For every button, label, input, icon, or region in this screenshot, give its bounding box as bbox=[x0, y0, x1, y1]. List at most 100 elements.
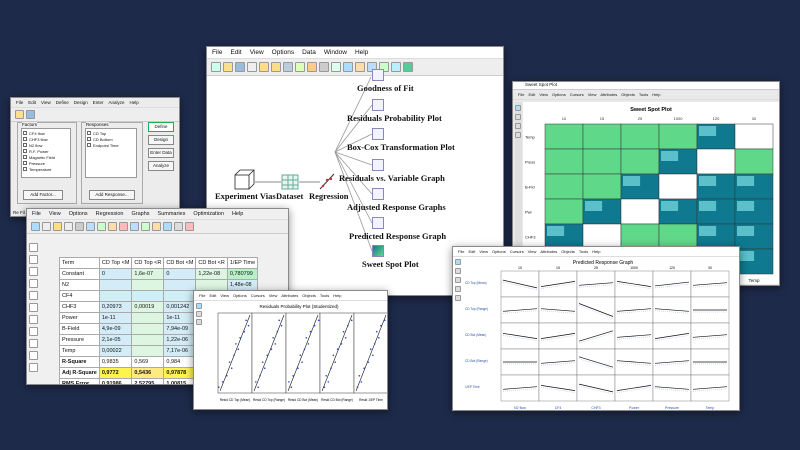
chart-icon[interactable] bbox=[307, 62, 317, 72]
graph-icon[interactable] bbox=[355, 62, 365, 72]
report-icon[interactable] bbox=[372, 245, 384, 257]
menu-view2[interactable]: View bbox=[527, 249, 537, 254]
plot-icon[interactable] bbox=[343, 62, 353, 72]
menu-regression[interactable]: Regression bbox=[95, 211, 124, 217]
graph3-icon[interactable] bbox=[152, 222, 161, 231]
menu-options[interactable]: Options bbox=[271, 49, 295, 56]
table-icon[interactable] bbox=[86, 222, 95, 231]
tool-icon[interactable] bbox=[29, 339, 38, 348]
menu-view[interactable]: View bbox=[41, 100, 51, 105]
menu-view2[interactable]: View bbox=[587, 92, 597, 97]
graph4-icon[interactable] bbox=[391, 62, 401, 72]
menu-edit[interactable]: Edit bbox=[230, 49, 242, 56]
menu-options[interactable]: Options bbox=[68, 211, 88, 217]
cursor-icon[interactable] bbox=[515, 105, 521, 111]
table-cell[interactable] bbox=[163, 290, 197, 302]
list-item[interactable]: CD Bottom bbox=[87, 136, 135, 142]
menu-options[interactable]: Options bbox=[232, 293, 247, 298]
column-header[interactable]: CD Bot <M bbox=[163, 257, 197, 269]
table-cell[interactable]: 0 bbox=[163, 268, 197, 280]
menu-enter[interactable]: Enter bbox=[92, 100, 104, 105]
menu-file[interactable]: File bbox=[199, 293, 206, 298]
table-cell[interactable] bbox=[98, 279, 133, 291]
menu-tools[interactable]: Tools bbox=[319, 293, 330, 298]
table-cell[interactable]: 1,22e-08 bbox=[195, 268, 228, 280]
table-cell[interactable] bbox=[131, 323, 165, 335]
menu-tools[interactable]: Tools bbox=[638, 92, 649, 97]
folder-icon[interactable] bbox=[53, 222, 62, 231]
graph5-icon[interactable] bbox=[403, 62, 413, 72]
table-cell[interactable]: 0,20973 bbox=[98, 301, 133, 313]
pan-icon[interactable] bbox=[455, 286, 461, 292]
table-cell[interactable] bbox=[131, 312, 165, 324]
report-icon[interactable] bbox=[372, 128, 384, 140]
list-item[interactable]: Temperature bbox=[23, 166, 69, 172]
report-icon[interactable] bbox=[372, 99, 384, 111]
graph4-icon[interactable] bbox=[163, 222, 172, 231]
table-icon[interactable] bbox=[295, 62, 305, 72]
cube-icon[interactable] bbox=[234, 169, 255, 190]
menu-attributes[interactable]: Attributes bbox=[540, 249, 558, 254]
table-cell[interactable] bbox=[131, 290, 165, 302]
column-header[interactable]: CD Bot <R bbox=[195, 257, 228, 269]
define-button[interactable]: Define bbox=[148, 122, 174, 132]
table-row[interactable]: N2 1,48e-08 bbox=[59, 279, 259, 291]
checkbox-icon[interactable] bbox=[23, 155, 27, 159]
table-cell[interactable] bbox=[131, 345, 165, 357]
menu-cursors[interactable]: Cursors bbox=[509, 249, 524, 254]
menu-help[interactable]: Help bbox=[231, 211, 244, 217]
list-item[interactable]: Magnetic Field bbox=[23, 154, 69, 160]
table-cell[interactable]: 0,00022 bbox=[98, 345, 133, 357]
cursor-icon[interactable] bbox=[196, 303, 202, 309]
menu-view2[interactable]: View bbox=[268, 293, 278, 298]
table-cell[interactable]: 1,00815 bbox=[163, 378, 197, 384]
grid-icon[interactable] bbox=[196, 319, 202, 325]
table-cell[interactable]: 2,52795 bbox=[131, 378, 165, 384]
menu-options[interactable]: Options bbox=[491, 249, 506, 254]
print-icon[interactable] bbox=[247, 62, 257, 72]
table-cell[interactable]: 4,9e-09 bbox=[98, 323, 133, 335]
table-cell[interactable]: 1,22e-06 bbox=[163, 334, 197, 346]
menu-objects[interactable]: Objects bbox=[561, 249, 575, 254]
column-header[interactable]: Term bbox=[59, 257, 100, 269]
grid-icon[interactable] bbox=[515, 123, 521, 129]
checkbox-icon[interactable] bbox=[23, 131, 27, 135]
table-cell[interactable]: 0,9772 bbox=[98, 367, 133, 379]
table-cell[interactable] bbox=[163, 279, 197, 291]
menu-edit[interactable]: Edit bbox=[28, 100, 37, 105]
print-icon[interactable] bbox=[42, 222, 51, 231]
table-cell[interactable]: 0,780799 bbox=[226, 268, 259, 280]
folder-icon[interactable] bbox=[259, 62, 269, 72]
menu-summaries[interactable]: Summaries bbox=[157, 211, 186, 217]
zoom-icon[interactable] bbox=[515, 114, 521, 120]
table-cell[interactable] bbox=[131, 279, 165, 291]
menu-design[interactable]: Design bbox=[73, 100, 88, 105]
grid-icon[interactable] bbox=[331, 62, 341, 72]
responses-list[interactable]: CD Top CD Bottom Endpoint Time bbox=[85, 128, 137, 178]
design-button[interactable]: Design bbox=[148, 135, 174, 145]
menu-window[interactable]: Window bbox=[323, 49, 347, 56]
save-icon[interactable] bbox=[235, 62, 245, 72]
graph6-icon[interactable] bbox=[185, 222, 194, 231]
menu-help[interactable]: Help bbox=[652, 92, 661, 97]
graph-icon[interactable] bbox=[130, 222, 139, 231]
menu-cursors[interactable]: Cursors bbox=[569, 92, 584, 97]
table-cell[interactable] bbox=[98, 290, 133, 302]
column-header[interactable]: 1/EP Time bbox=[226, 257, 259, 269]
menu-help[interactable]: Help bbox=[129, 100, 139, 105]
menu-objects[interactable]: Objects bbox=[302, 293, 316, 298]
enter-data-button[interactable]: Enter Data bbox=[148, 148, 174, 158]
copy-icon[interactable] bbox=[64, 222, 73, 231]
gear-icon[interactable] bbox=[75, 222, 84, 231]
table-cell[interactable] bbox=[131, 334, 165, 346]
menu-edit[interactable]: Edit bbox=[528, 92, 536, 97]
menu-objects[interactable]: Objects bbox=[621, 92, 635, 97]
table-cell[interactable]: 1e-11 bbox=[98, 312, 133, 324]
output-label[interactable]: Sweet Spot Plot bbox=[362, 259, 419, 269]
checkbox-icon[interactable] bbox=[23, 161, 27, 165]
menu-view[interactable]: View bbox=[249, 49, 264, 56]
report-icon[interactable] bbox=[372, 159, 384, 171]
checkbox-icon[interactable] bbox=[23, 149, 27, 153]
tool-icon[interactable] bbox=[29, 279, 38, 288]
checkbox-icon[interactable] bbox=[87, 143, 91, 147]
